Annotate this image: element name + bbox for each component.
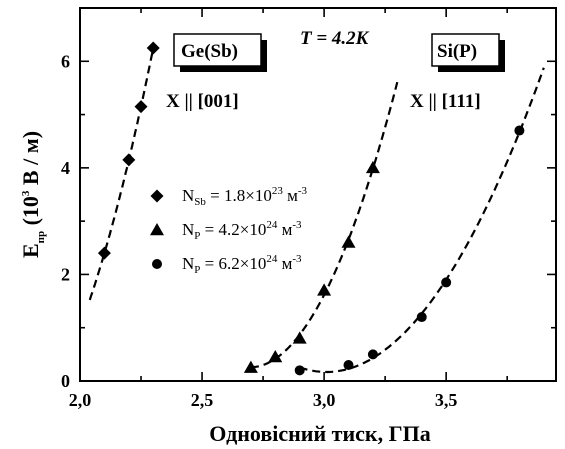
- x-tick-label: 3,0: [313, 390, 336, 410]
- data-point: [341, 235, 356, 248]
- legend-item: NSb = 1.8×1023 м-3: [150, 185, 308, 208]
- legend-label: NP = 4.2×1024 м-3: [182, 219, 302, 242]
- ge-label-box: [173, 33, 262, 67]
- axes: 2,0 2,5 3,0 3,5 0 2 4 6 Одновісний тиск, ГПа Eпр …: [18, 7, 556, 446]
- legend-marker: [150, 223, 164, 236]
- x-axis-title: Одновісний тиск, ГПа: [209, 421, 430, 446]
- y-tick-label: 0: [61, 371, 70, 391]
- data-point: [343, 360, 354, 371]
- x-tick-label: 2,5: [191, 390, 214, 410]
- ge-sample-label: Ge(Sb): [181, 41, 238, 62]
- legend: NSb = 1.8×1023 м-3 NP = 4.2×1024 м-3 NP = …: [150, 185, 308, 276]
- annotations: T = 4.2K Ge(Sb) X || [001] Si(P) X || [1…: [166, 28, 505, 112]
- y-tick-label: 2: [61, 264, 70, 284]
- data-point: [292, 331, 307, 344]
- plot-frame: [79, 7, 557, 382]
- legend-label: NP = 6.2×1024 м-3: [182, 253, 302, 276]
- data-point: [97, 246, 111, 260]
- legend-item: NP = 4.2×1024 м-3: [150, 219, 302, 242]
- data-point: [294, 365, 305, 376]
- y-tick-label: 6: [61, 51, 70, 71]
- si-direction-label: X || [111]: [410, 91, 481, 112]
- ge-direction-label: X || [001]: [166, 91, 239, 112]
- fit-line: [299, 67, 545, 374]
- si-label-box: [431, 33, 500, 67]
- data-point: [146, 41, 160, 55]
- x-tick-label: 2,0: [69, 390, 92, 410]
- data-point: [514, 125, 525, 136]
- data-point: [416, 312, 427, 323]
- legend-label: NSb = 1.8×1023 м-3: [182, 185, 308, 208]
- y-axis-title: Eпр (103 В / м): [18, 131, 47, 258]
- data-point: [122, 153, 136, 167]
- legend-marker: [152, 259, 162, 269]
- data-point: [134, 100, 148, 114]
- temperature-annotation: T = 4.2K: [300, 28, 370, 49]
- data-point: [367, 349, 378, 360]
- plot-area: [79, 7, 557, 382]
- data-point: [268, 350, 283, 363]
- series-triangle: [243, 81, 399, 373]
- series-diamond: [88, 41, 160, 301]
- series-layer: [88, 41, 545, 376]
- si-sample-label: Si(P): [437, 41, 477, 62]
- y-tick-label: 4: [61, 158, 70, 178]
- data-point: [317, 283, 332, 296]
- series-circle: [294, 67, 545, 376]
- data-point: [243, 360, 258, 373]
- legend-marker: [150, 189, 164, 203]
- fit-line: [88, 47, 155, 301]
- data-point: [365, 160, 380, 174]
- data-point: [441, 277, 452, 288]
- legend-item: NP = 6.2×1024 м-3: [152, 253, 302, 276]
- x-tick-label: 3,5: [435, 390, 458, 410]
